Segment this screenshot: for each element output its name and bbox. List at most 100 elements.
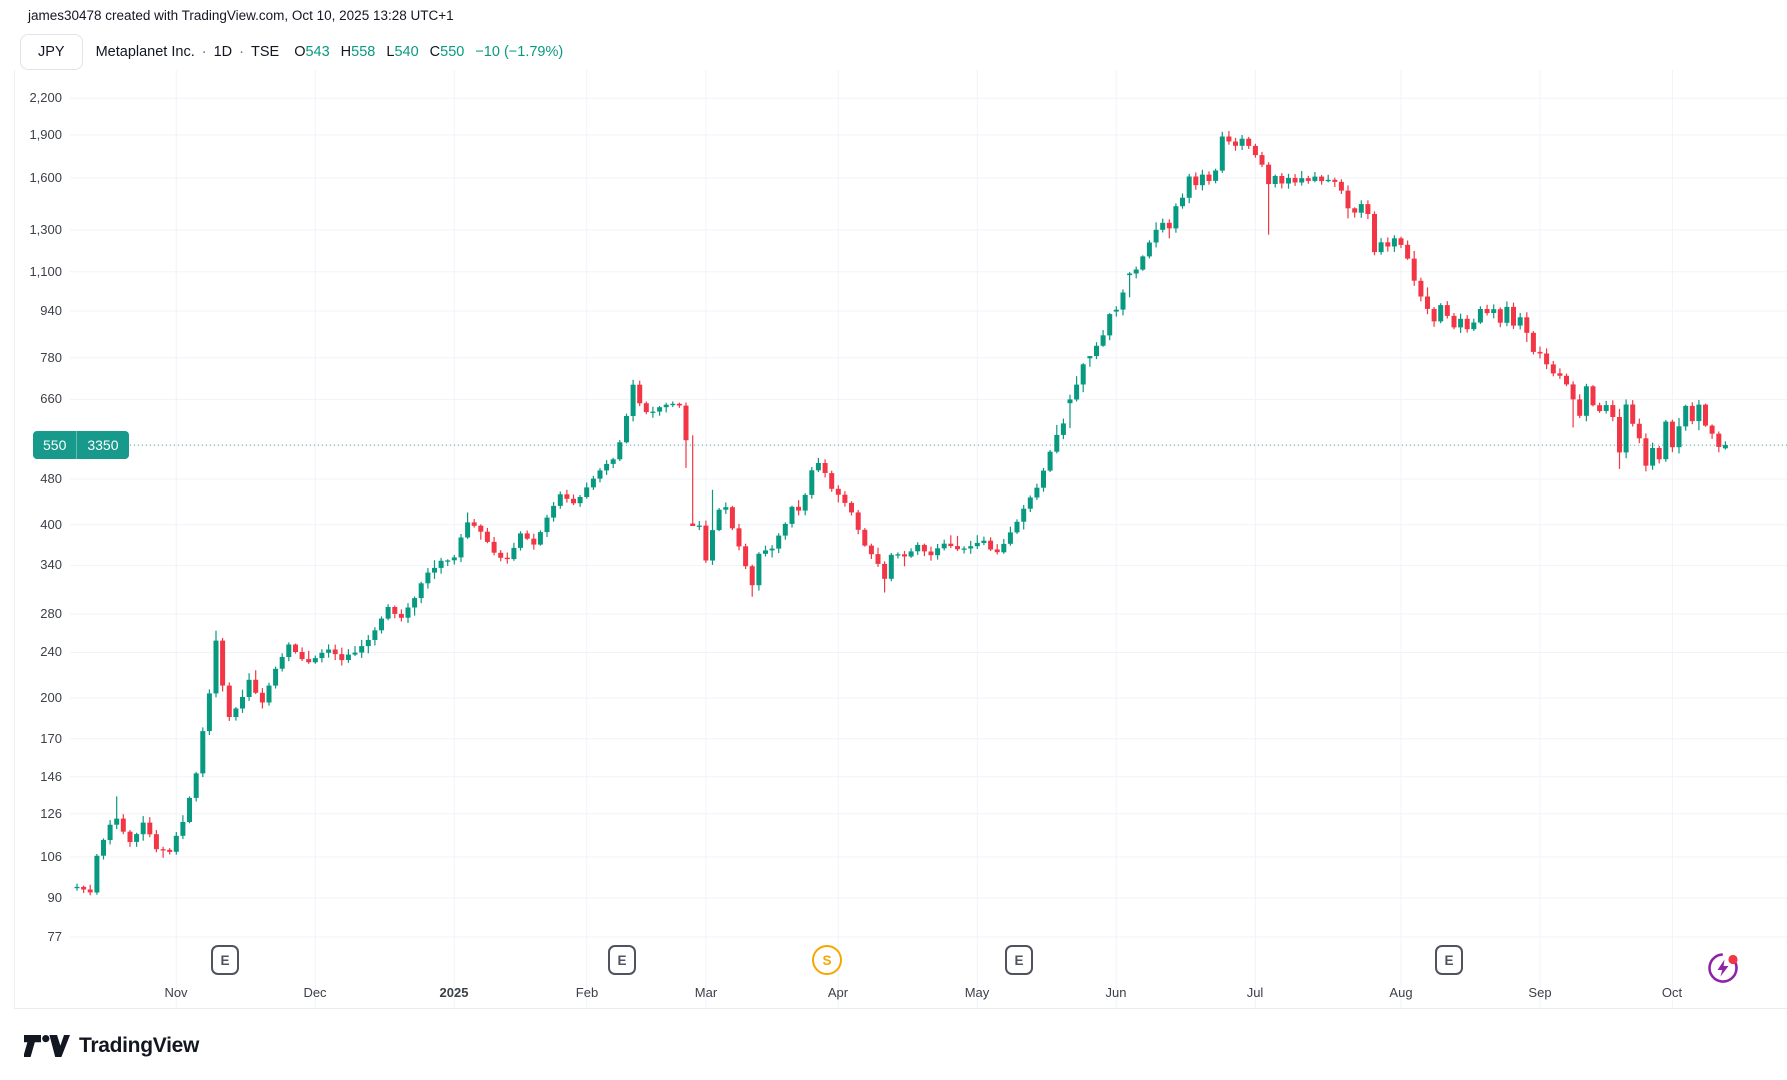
candle-body: [637, 384, 643, 404]
candle-body: [974, 542, 980, 547]
earnings-marker[interactable]: E: [1435, 945, 1463, 975]
candle-body: [981, 540, 987, 543]
candle-body: [206, 693, 212, 732]
candle-body: [1246, 138, 1252, 146]
candle-body: [484, 531, 490, 542]
price-tick-label: 200: [40, 690, 62, 705]
candle-body: [504, 557, 510, 560]
candle-body: [1696, 404, 1702, 422]
candle-body: [412, 598, 418, 608]
candle-body: [1643, 438, 1649, 466]
symbol-title[interactable]: Metaplanet Inc. · 1D · TSE: [96, 44, 280, 60]
flash-alert-button[interactable]: [1704, 948, 1742, 986]
candle-body: [1491, 309, 1497, 313]
candle-body: [597, 470, 603, 479]
candle-body: [749, 566, 755, 586]
candle-body: [1570, 384, 1576, 400]
candle-body: [372, 630, 378, 640]
earnings-marker[interactable]: E: [608, 945, 636, 975]
time-tick-label: Sep: [1528, 985, 1552, 1000]
candle-body: [1206, 174, 1212, 181]
candle-body: [888, 554, 894, 579]
candle-body: [1471, 322, 1477, 330]
candle-body: [531, 538, 537, 545]
earnings-marker[interactable]: E: [1005, 945, 1033, 975]
time-axis-border: [14, 1008, 1787, 1009]
price-tick-label: 1,300: [29, 222, 62, 237]
candle-body: [829, 473, 835, 489]
split-marker[interactable]: S: [812, 945, 842, 975]
candle-body: [94, 855, 100, 893]
candle-body: [650, 411, 656, 413]
candle-body: [557, 494, 563, 506]
high-readout: H558: [341, 44, 376, 60]
candle-body: [1550, 364, 1556, 374]
candle-body: [299, 652, 305, 660]
candle-body: [729, 507, 735, 529]
separator-dot: ·: [239, 44, 244, 60]
candle-body: [107, 824, 113, 840]
candlestick-series: [74, 131, 1728, 896]
currency-button[interactable]: JPY: [20, 34, 83, 70]
price-tick-label: 400: [40, 517, 62, 532]
time-tick-label: May: [964, 985, 990, 1000]
price-tick-label: 660: [40, 391, 62, 406]
candle-body: [1219, 136, 1225, 171]
candle-body: [1656, 448, 1662, 460]
price-tick-label: 90: [47, 890, 62, 905]
candle-body: [306, 659, 312, 663]
high-value: 558: [351, 44, 376, 60]
candle-body: [835, 488, 841, 495]
candle-body: [511, 547, 517, 560]
candle-body: [1338, 181, 1344, 191]
candle-body: [1451, 315, 1457, 328]
close-readout: C550: [430, 44, 465, 60]
candle-body: [1511, 306, 1516, 326]
candle-body: [1226, 136, 1232, 142]
candle-body: [1233, 141, 1238, 146]
candle-body: [849, 502, 854, 513]
candle-body: [988, 540, 994, 550]
candle-body: [418, 583, 424, 599]
candle-body: [822, 463, 828, 473]
candle-body: [134, 834, 140, 842]
candle-body: [1557, 373, 1563, 376]
candle-body: [1166, 222, 1172, 229]
candle-body: [1438, 305, 1444, 322]
candle-body: [1504, 306, 1510, 323]
candle-body: [723, 507, 729, 510]
candle-body: [875, 554, 881, 564]
price-tick-label: 240: [40, 644, 62, 659]
candle-body: [1617, 417, 1622, 453]
earnings-marker[interactable]: E: [211, 945, 239, 975]
time-tick-label: Dec: [303, 985, 327, 1000]
candle-body: [663, 404, 669, 408]
candle-body: [1590, 386, 1596, 406]
candle-body: [326, 649, 332, 653]
price-scale-border: [14, 70, 15, 1008]
separator-dot: ·: [201, 44, 207, 60]
candle-body: [1716, 433, 1722, 447]
low-label: L: [386, 44, 395, 60]
candle-body: [895, 554, 901, 556]
candle-body: [657, 407, 663, 412]
candle-body: [1087, 356, 1093, 359]
candle-body: [1365, 204, 1371, 214]
candle-body: [1332, 179, 1338, 182]
candle-body: [1597, 405, 1603, 412]
candle-body: [286, 644, 292, 658]
price-tick-label: 1,900: [29, 127, 62, 142]
time-tick-label: Feb: [575, 985, 599, 1000]
candle-body: [1272, 176, 1278, 184]
candle-body: [1279, 176, 1285, 184]
candle-body: [1007, 532, 1013, 544]
candle-body: [167, 849, 173, 852]
candle-body: [1372, 214, 1377, 253]
candle-body: [1021, 508, 1027, 522]
high-label: H: [340, 44, 352, 60]
tradingview-logo[interactable]: TradingView: [24, 1033, 199, 1059]
time-tick-label: Oct: [1661, 985, 1683, 1000]
price-tick-label: 126: [40, 806, 62, 821]
symbol-name: Metaplanet Inc.: [95, 44, 195, 60]
